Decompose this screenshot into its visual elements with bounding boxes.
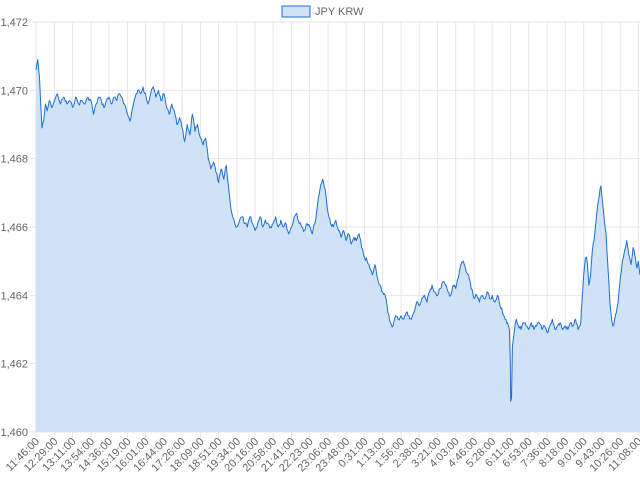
y-tick-label: 1,470 <box>0 85 28 97</box>
x-axis: 11:46:0012:29:0013:11:0013:54:0014:36:00… <box>4 436 640 475</box>
legend-label: JPY KRW <box>315 6 364 18</box>
series-group <box>35 59 640 432</box>
legend-swatch <box>281 5 311 18</box>
series-line <box>35 59 640 402</box>
series-area <box>36 59 640 432</box>
legend[interactable]: JPY KRW <box>281 5 364 18</box>
y-tick-label: 1,472 <box>0 17 28 29</box>
y-tick-label: 1,460 <box>0 427 28 439</box>
y-tick-label: 1,464 <box>0 290 28 302</box>
y-axis: 1,460 1,462 1,464 1,466 1,468 1,470 1,472 <box>0 17 28 439</box>
y-tick-label: 1,466 <box>0 222 28 234</box>
y-tick-label: 1,462 <box>0 359 28 371</box>
y-tick-label: 1,468 <box>0 154 28 166</box>
